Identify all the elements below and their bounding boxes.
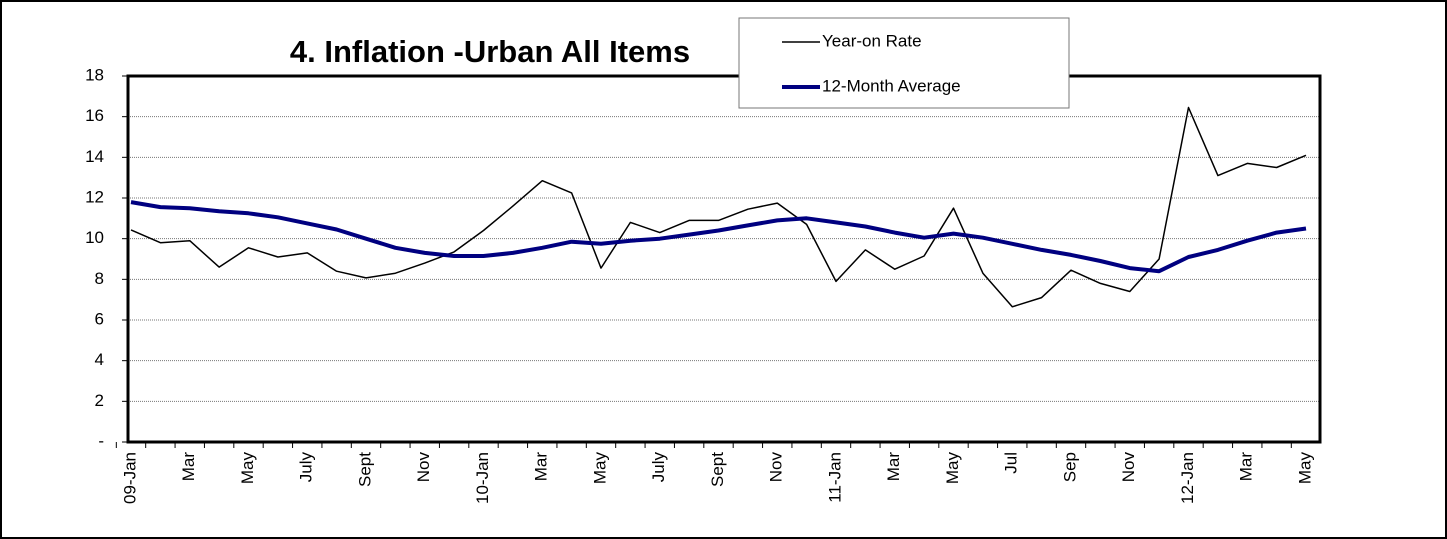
x-tick-label: Mar xyxy=(179,452,198,482)
x-tick-label: July xyxy=(649,452,668,483)
y-tick-label: 4 xyxy=(95,350,104,369)
plot-border xyxy=(126,74,1322,444)
x-tick-label: 11-Jan xyxy=(825,452,844,503)
y-tick-label: 8 xyxy=(95,269,104,288)
x-tick-label: 10-Jan xyxy=(473,452,492,504)
x-tick-label: May xyxy=(238,452,257,485)
y-tick-label: 10 xyxy=(85,228,104,247)
x-tick-label: July xyxy=(297,452,316,483)
x-tick-label: Mar xyxy=(884,452,903,482)
x-tick-label: Nov xyxy=(414,452,433,483)
x-tick-label: Jul xyxy=(1002,452,1021,474)
legend-label: Year-on Rate xyxy=(822,31,922,50)
x-tick-label: May xyxy=(943,452,962,485)
y-tick-label: 16 xyxy=(85,106,104,125)
x-tick-label: Mar xyxy=(532,452,551,482)
y-tick-label: 18 xyxy=(85,65,104,84)
y-tick-label: 12 xyxy=(85,187,104,206)
x-tick-label: May xyxy=(1295,452,1314,485)
x-tick-label: Sept xyxy=(355,452,374,487)
y-tick-label: 6 xyxy=(95,309,104,328)
x-tick-label: Nov xyxy=(767,452,786,483)
legend-box xyxy=(738,17,1070,109)
y-tick-label: 14 xyxy=(85,147,104,166)
data-line xyxy=(130,106,1307,308)
x-tick-label: 09-Jan xyxy=(120,452,139,504)
x-tick-label: Nov xyxy=(1119,452,1138,483)
y-tick-label: 2 xyxy=(95,391,104,410)
x-tick-label: Sept xyxy=(708,452,727,487)
y-tick-label: - xyxy=(98,431,104,450)
chart-title: 4. Inflation -Urban All Items xyxy=(290,34,690,69)
x-tick-label: Sep xyxy=(1060,452,1079,482)
legend-label: 12-Month Average xyxy=(822,76,961,95)
data-line xyxy=(130,200,1307,274)
x-tick-label: May xyxy=(590,452,609,485)
x-tick-label: 12-Jan xyxy=(1178,452,1197,504)
x-tick-label: Mar xyxy=(1237,452,1256,482)
